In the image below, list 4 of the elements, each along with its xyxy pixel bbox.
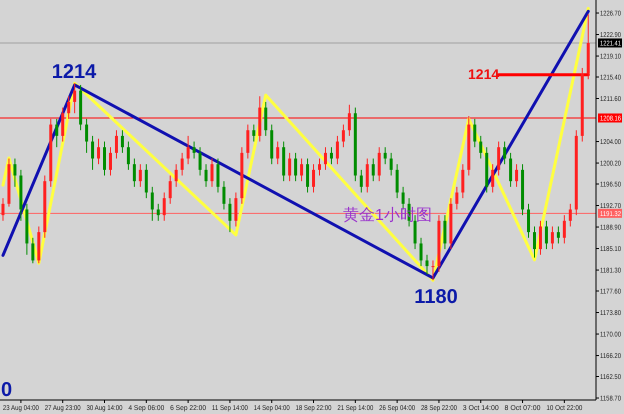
annotation: 0 <box>1 379 12 401</box>
annotation: 1214 <box>52 61 98 83</box>
annotation: 1180 <box>414 286 458 308</box>
annotation: 1214 <box>468 66 500 82</box>
